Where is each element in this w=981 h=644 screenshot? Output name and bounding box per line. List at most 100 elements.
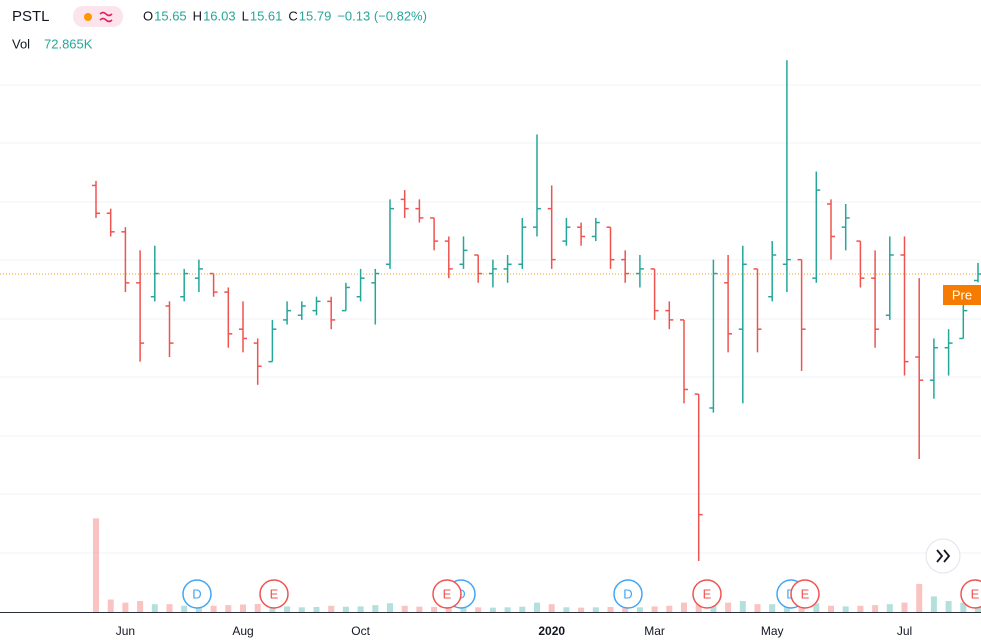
volume-bar <box>681 602 687 612</box>
ohlc-bar <box>106 208 115 237</box>
pre-badge-text: Pre <box>952 287 972 302</box>
ohlc-bar <box>386 199 394 269</box>
volume-bar <box>342 606 349 612</box>
volume-bar <box>930 596 937 612</box>
ohlc-bar <box>121 227 130 293</box>
ohlc-bar <box>312 296 321 316</box>
event-label: E <box>443 586 452 601</box>
volume-bar <box>886 604 893 612</box>
event-circle <box>259 579 289 609</box>
volume-bar <box>254 603 261 612</box>
ohlc-bar <box>694 393 703 561</box>
ohlc-bar <box>239 301 247 353</box>
event-circle <box>182 579 212 609</box>
volume-bar <box>813 603 820 612</box>
event-circle <box>692 579 722 609</box>
volume-bar <box>445 606 452 612</box>
ohlc-bar <box>150 245 159 302</box>
event-circle <box>960 579 981 609</box>
volume-bar <box>401 605 408 612</box>
ohlc-bar <box>474 254 483 283</box>
ohlc-bar <box>768 241 777 302</box>
volume-bar <box>416 606 423 612</box>
volume-bar <box>372 605 379 612</box>
ohlc-bar <box>635 255 644 288</box>
ohlc-bar <box>577 222 586 246</box>
ohlc-bar <box>268 319 277 363</box>
ohlc-bar <box>856 240 865 288</box>
ohlc-bar <box>415 199 424 223</box>
ohlc-bar <box>327 296 336 330</box>
x-tick-label: 2020 <box>538 624 565 638</box>
ohlc-bar <box>92 180 100 218</box>
volume-bar <box>725 602 732 612</box>
ohlc-bar <box>283 301 292 325</box>
volume-bar <box>284 606 291 612</box>
ohlc-bar <box>591 217 600 242</box>
event-badge: E <box>259 579 289 609</box>
volume-bar <box>240 604 246 612</box>
ohlc-bar <box>885 236 894 320</box>
ohlc-bar <box>194 259 203 293</box>
plot: JunAugOct2020MarMayJulDEDEDEDEEPre <box>0 60 981 638</box>
volume-bar <box>548 604 555 612</box>
x-tick-label: Jun <box>116 624 135 638</box>
ohlc-bar <box>606 226 615 269</box>
ohlc-bar <box>503 255 512 283</box>
session-badge <box>73 6 123 27</box>
x-tick-label: Aug <box>232 624 253 638</box>
volume-bar <box>607 607 614 612</box>
ohlc-bar <box>753 268 762 353</box>
event-badge: D <box>613 579 643 609</box>
volume-bar <box>651 606 658 612</box>
ohlc-bar <box>224 287 233 348</box>
volume-bar <box>166 604 173 612</box>
event-circle <box>613 579 643 609</box>
event-circle <box>432 579 462 609</box>
ohlc-bar <box>724 255 733 353</box>
ohlc-bar <box>341 282 350 312</box>
event-label: E <box>270 586 279 601</box>
x-tick-label: Mar <box>644 624 665 638</box>
ohlc-bar <box>562 217 571 246</box>
volume-bar <box>122 602 129 612</box>
event-circle <box>790 579 820 609</box>
volume-bar <box>181 605 188 612</box>
ohlc-bar <box>547 185 556 269</box>
x-tick-label: Jul <box>897 624 912 638</box>
volume-bar <box>842 606 849 612</box>
volume-value: 72.865K <box>44 36 93 51</box>
volume-bar <box>489 607 496 612</box>
ohlc-bar <box>959 301 968 340</box>
volume-bar <box>960 602 967 612</box>
volume-bar <box>592 607 599 612</box>
ohlc-bar <box>444 236 453 279</box>
volume-bar <box>504 607 511 612</box>
ohlc-bar <box>488 259 497 288</box>
event-badge: E <box>960 579 981 609</box>
ohlc-bar <box>900 236 909 376</box>
volume-bar <box>225 605 232 612</box>
volume-bar <box>916 583 923 612</box>
legend-value: 16.03 <box>203 8 236 23</box>
event-badge: E <box>432 579 462 609</box>
volume-bar <box>666 605 673 612</box>
volume-label: Vol <box>12 36 30 51</box>
event-badge: E <box>692 579 722 609</box>
volume-bar <box>578 607 585 612</box>
volume-bar <box>475 607 482 612</box>
ohlc-bar <box>136 250 145 362</box>
ohlc-bar <box>430 217 439 251</box>
event-label: D <box>192 586 201 601</box>
volume-bar <box>210 605 217 612</box>
volume-bar <box>357 606 364 612</box>
volume-bar <box>151 604 158 612</box>
scroll-button[interactable] <box>925 538 961 574</box>
volume-bar <box>828 605 834 612</box>
volume-bar <box>636 607 643 612</box>
legend-key: H <box>193 8 202 23</box>
volume-bar <box>107 599 114 612</box>
ohlc-bar <box>944 329 953 376</box>
ohlc-legend: O 15.65 H 16.03 L 15.61 C 15.79 −0.13 (−0.82%) <box>143 8 427 23</box>
